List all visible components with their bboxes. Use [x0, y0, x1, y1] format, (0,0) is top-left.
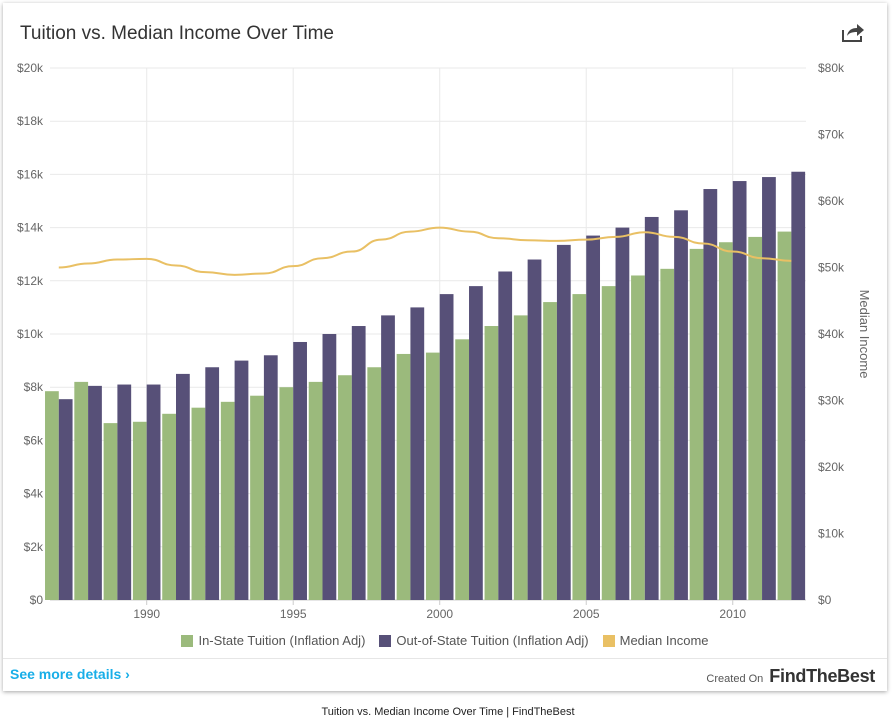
bar-in-state: [45, 391, 59, 600]
right-axis-title: Median Income: [857, 290, 872, 379]
bar-out-state: [322, 334, 337, 600]
left-tick-label: $2k: [24, 540, 44, 554]
bar-in-state: [308, 381, 323, 600]
bar-in-state: [103, 423, 118, 600]
share-icon[interactable]: [841, 21, 867, 43]
bar-in-state: [367, 367, 382, 600]
bar-in-state: [601, 286, 616, 600]
bar-in-state: [484, 326, 499, 600]
bar-out-state: [527, 259, 542, 600]
left-tick-label: $20k: [17, 61, 44, 75]
bar-in-state: [631, 275, 645, 600]
right-tick-label: $30k: [818, 394, 845, 408]
legend-swatch-in-state: [181, 634, 194, 647]
chart-plot: $0 $2k $4k $6k $8k $10k $12k $14k $16k $18k $20k $0…: [17, 61, 872, 621]
left-tick-label: $8k: [24, 380, 44, 394]
bar-out-state: [615, 227, 630, 600]
legend-label-median-income: Median Income: [619, 633, 709, 648]
right-tick-label: $50k: [818, 261, 845, 275]
right-tick-label: $60k: [818, 194, 845, 208]
left-tick-label: $14k: [17, 221, 44, 235]
bar-out-state: [732, 181, 747, 601]
see-more-details-link[interactable]: See more details ›: [10, 666, 130, 682]
bar-out-state: [234, 360, 249, 600]
left-tick-label: $0: [30, 593, 44, 607]
chart-title: Tuition vs. Median Income Over Time: [20, 23, 334, 44]
bar-in-state: [777, 231, 792, 600]
bar-in-state: [279, 387, 294, 600]
right-tick-label: $10k: [818, 527, 845, 541]
bar-out-state: [381, 315, 395, 600]
left-tick-label: $4k: [24, 487, 44, 501]
legend-item-median-income[interactable]: Median Income: [602, 633, 709, 648]
bar-out-state: [293, 341, 307, 600]
chart-card: Tuition vs. Median Income Over Time $0 $2…: [3, 3, 887, 691]
chart-legend: In-State Tuition (Inflation Adj) Out-of-…: [3, 633, 887, 648]
left-tick-label: $6k: [24, 433, 44, 447]
bar-out-state: [556, 244, 571, 600]
right-tick-label: $70k: [818, 128, 845, 142]
bar-in-state: [338, 375, 352, 600]
x-tick-label: 1995: [280, 607, 307, 621]
created-on-label: Created On: [706, 673, 764, 685]
left-tick-label: $12k: [17, 274, 44, 288]
right-tick-label: $0: [818, 593, 832, 607]
bar-in-state: [748, 236, 763, 600]
legend-item-out-state[interactable]: Out-of-State Tuition (Inflation Adj): [379, 633, 589, 648]
bar-in-state: [660, 268, 675, 600]
bar-in-state: [132, 421, 147, 600]
bar-out-state: [469, 286, 483, 600]
bar-in-state: [191, 407, 206, 600]
bar-in-state: [74, 381, 89, 600]
legend-swatch-out-state: [379, 634, 392, 647]
bar-out-state: [498, 271, 513, 600]
median-income-line: [58, 226, 792, 276]
bar-in-state: [220, 401, 235, 600]
x-tick-label: 2000: [426, 607, 453, 621]
left-tick-label: $10k: [17, 327, 44, 341]
bar-out-state: [791, 171, 806, 601]
created-on-brand[interactable]: Created On FindTheBest: [706, 666, 875, 687]
left-tick-label: $16k: [17, 167, 44, 181]
bar-in-state: [543, 302, 557, 600]
legend-label-in-state: In-State Tuition (Inflation Adj): [198, 633, 366, 648]
bar-in-state: [513, 315, 528, 600]
bar-out-state: [176, 373, 190, 600]
footer-divider: [3, 658, 887, 659]
bar-out-state: [205, 367, 220, 600]
bar-in-state: [396, 353, 411, 600]
bar-in-state: [425, 352, 440, 600]
bar-out-state: [117, 384, 132, 600]
bar-in-state: [689, 248, 704, 600]
x-tick-label: 1990: [133, 607, 160, 621]
bar-out-state: [586, 235, 601, 600]
bar-in-state: [572, 294, 587, 600]
legend-label-out-state: Out-of-State Tuition (Inflation Adj): [396, 633, 589, 648]
legend-item-in-state[interactable]: In-State Tuition (Inflation Adj): [181, 633, 365, 648]
right-tick-label: $80k: [818, 61, 845, 75]
bar-in-state: [162, 413, 176, 600]
x-tick-label: 2010: [719, 607, 746, 621]
bar-in-state: [718, 242, 733, 601]
bar-out-state: [703, 189, 718, 600]
bar-in-state: [250, 395, 264, 600]
brand-logo: FindTheBest: [769, 666, 875, 686]
right-tick-label: $40k: [818, 327, 845, 341]
left-tick-label: $18k: [17, 114, 44, 128]
bar-out-state: [58, 399, 73, 600]
page-caption: Tuition vs. Median Income Over Time | Fi…: [321, 706, 575, 718]
bar-out-state: [146, 384, 161, 600]
right-tick-label: $20k: [818, 460, 845, 474]
bar-in-state: [455, 339, 470, 600]
bar-out-state: [351, 326, 366, 600]
bar-out-state: [439, 294, 454, 600]
bar-out-state: [762, 177, 776, 600]
x-tick-label: 2005: [573, 607, 600, 621]
bar-out-state: [644, 216, 659, 600]
legend-swatch-median-income: [602, 634, 615, 647]
bar-out-state: [263, 355, 278, 600]
bar-out-state: [410, 307, 425, 600]
bar-out-state: [88, 385, 102, 600]
bar-out-state: [674, 210, 688, 600]
